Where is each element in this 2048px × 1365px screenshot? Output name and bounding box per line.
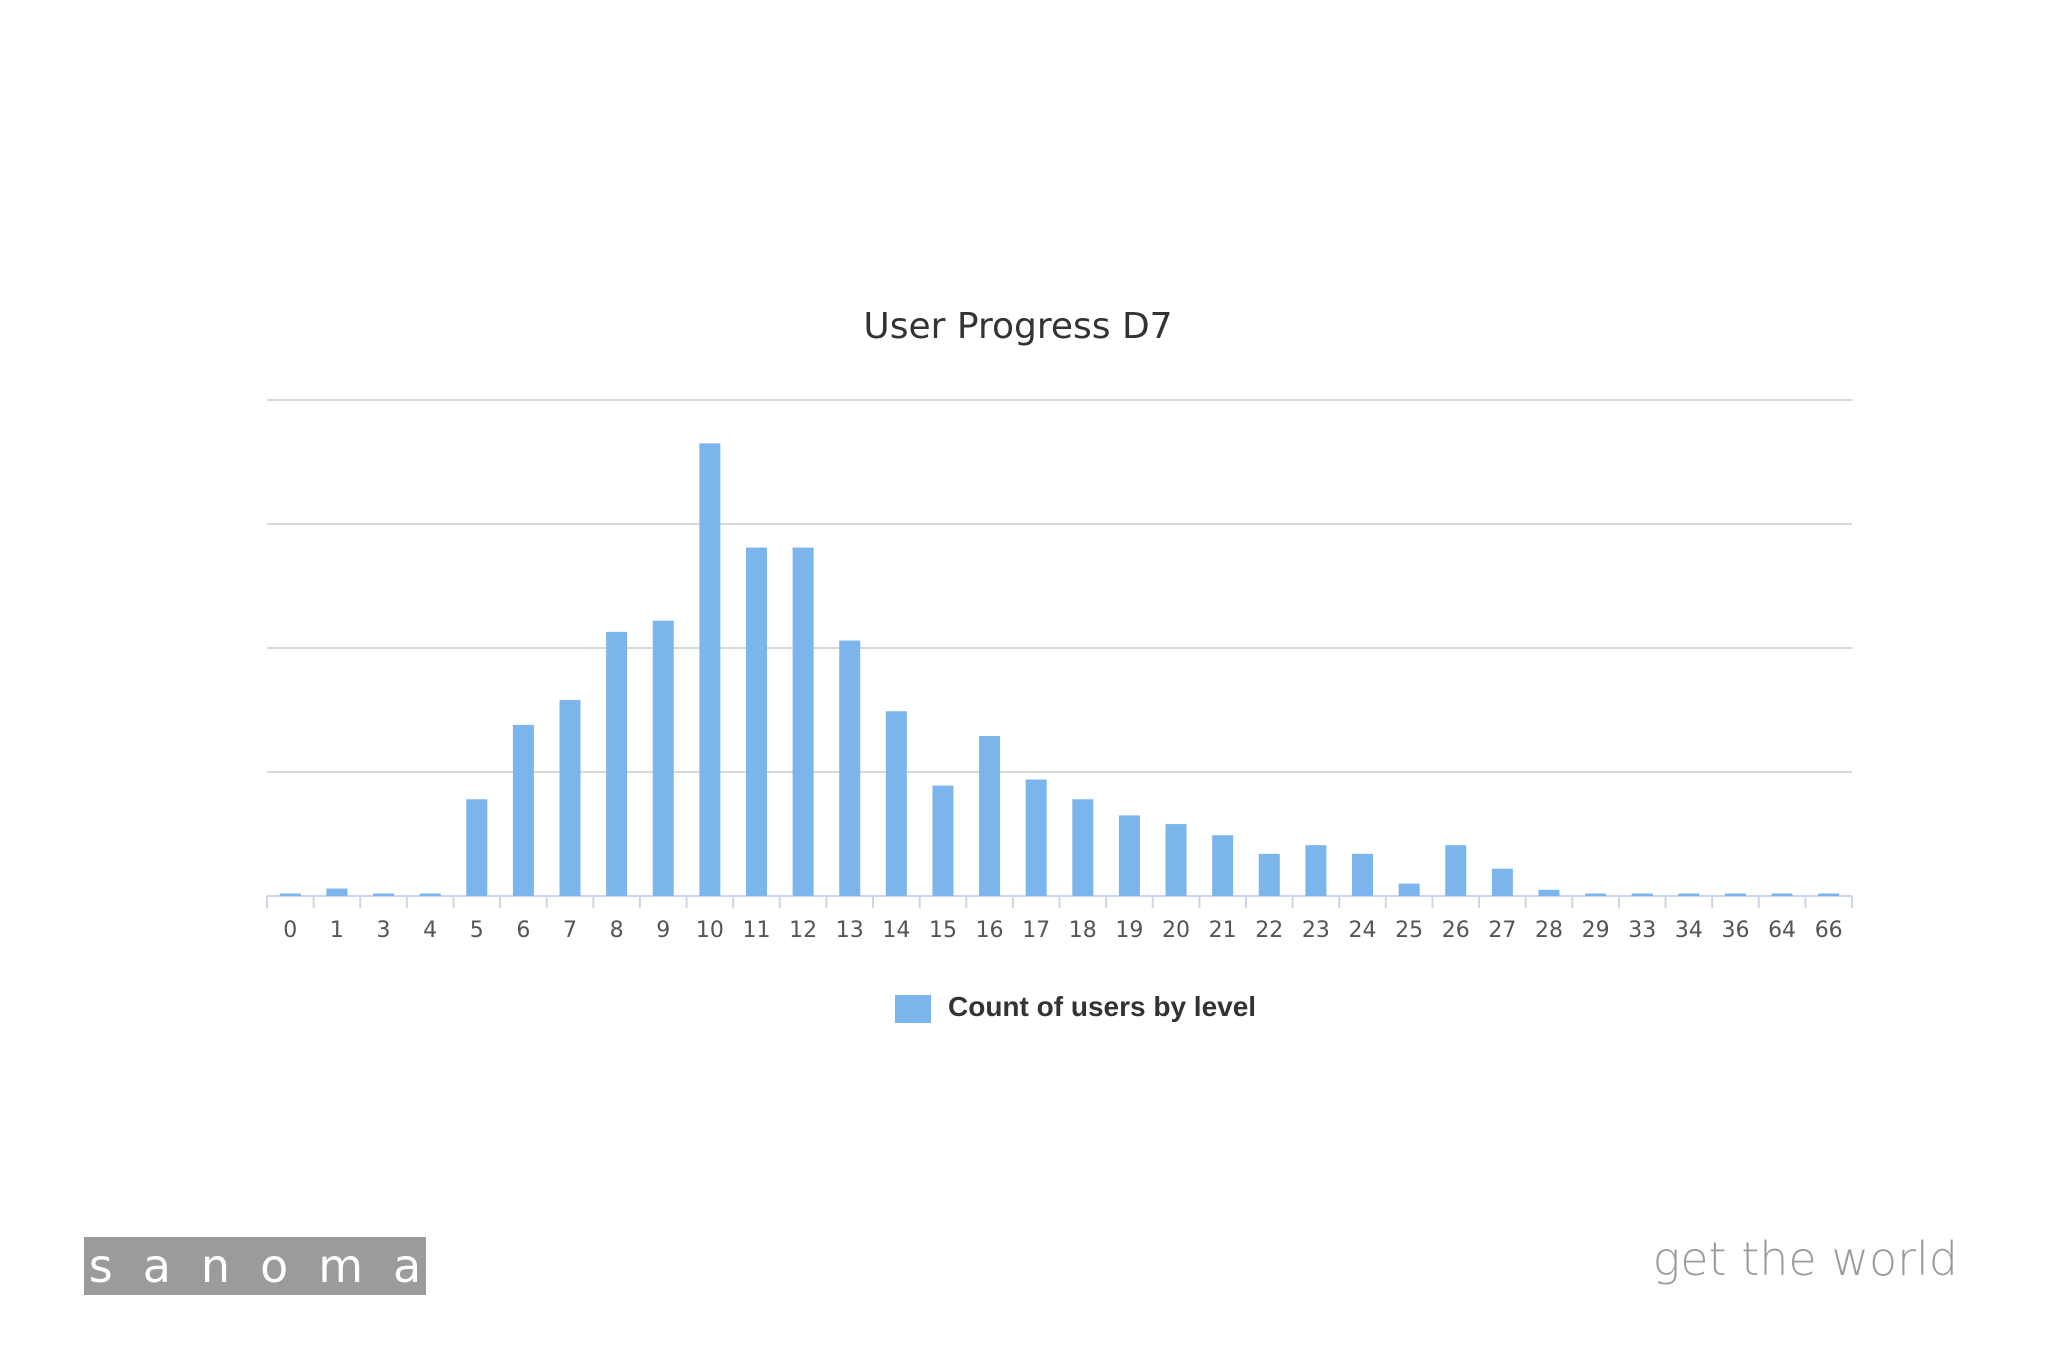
x-axis: 0 1 3 4 5 6 7 8 9 10 11 12 13 14 15 16 17 18 19 20 21 22 23 24 2… (266, 896, 1853, 943)
x-tick-label: 9 (656, 918, 670, 943)
bar-64[interactable] (1771, 893, 1793, 896)
x-tick-label: 33 (1628, 918, 1656, 943)
bar-18[interactable] (1072, 799, 1094, 896)
x-tick-label: 3 (377, 918, 391, 943)
logo-text: sanoma (88, 1239, 452, 1293)
x-tick-label: 19 (1115, 918, 1143, 943)
x-tick-label: 1 (330, 918, 344, 943)
bar-17[interactable] (1025, 779, 1047, 896)
x-tick-label: 18 (1069, 918, 1097, 943)
x-tick-label: 29 (1582, 918, 1610, 943)
bar-29[interactable] (1585, 893, 1607, 896)
x-tick-label: 27 (1488, 918, 1516, 943)
bar-20[interactable] (1165, 824, 1187, 896)
x-tick-label: 36 (1721, 918, 1749, 943)
x-tick-label: 14 (882, 918, 910, 943)
x-tick-label: 4 (423, 918, 437, 943)
bar-28[interactable] (1538, 889, 1560, 896)
bar-4[interactable] (419, 893, 441, 896)
bar-14[interactable] (885, 711, 907, 896)
x-tick-label: 20 (1162, 918, 1190, 943)
bar-6[interactable] (512, 724, 534, 896)
bar-12[interactable] (792, 547, 814, 896)
x-tick-label: 21 (1209, 918, 1237, 943)
x-tick-label: 24 (1349, 918, 1377, 943)
bar-27[interactable] (1491, 868, 1513, 896)
x-tick-label: 26 (1442, 918, 1470, 943)
legend-swatch[interactable] (895, 995, 931, 1023)
x-tick-label: 28 (1535, 918, 1563, 943)
x-tick-label: 7 (563, 918, 577, 943)
bar-7[interactable] (559, 700, 581, 896)
bar-16[interactable] (979, 736, 1001, 896)
bar-66[interactable] (1818, 893, 1840, 896)
bar-22[interactable] (1258, 853, 1280, 896)
bar-0[interactable] (279, 893, 301, 896)
x-tick-label: 25 (1395, 918, 1423, 943)
bar-34[interactable] (1678, 893, 1700, 896)
legend-label[interactable]: Count of users by level (948, 991, 1256, 1022)
x-tick-label: 12 (789, 918, 817, 943)
x-tick-label: 64 (1768, 918, 1796, 943)
x-tick-label: 16 (976, 918, 1004, 943)
chart-title: User Progress D7 (863, 306, 1172, 347)
x-tick-label: 0 (283, 918, 297, 943)
x-tick-label: 17 (1022, 918, 1050, 943)
x-tick-label: 10 (696, 918, 724, 943)
bar-33[interactable] (1631, 893, 1653, 896)
bar-21[interactable] (1212, 835, 1234, 896)
bar-5[interactable] (466, 799, 488, 896)
x-tick-label: 5 (470, 918, 484, 943)
x-tick-label: 22 (1255, 918, 1283, 943)
bar-9[interactable] (652, 620, 674, 896)
bar-25[interactable] (1398, 883, 1420, 896)
bar-23[interactable] (1305, 845, 1327, 896)
bar-36[interactable] (1724, 893, 1746, 896)
bar-1[interactable] (326, 888, 348, 896)
x-tick-label: 23 (1302, 918, 1330, 943)
x-tick-label: 66 (1815, 918, 1843, 943)
bar-11[interactable] (745, 547, 767, 896)
x-tick-label: 8 (610, 918, 624, 943)
bar-3[interactable] (373, 893, 395, 896)
bar-15[interactable] (932, 785, 954, 896)
x-tick-label: 6 (516, 918, 530, 943)
legend[interactable]: Count of users by level (895, 991, 1256, 1023)
bar-26[interactable] (1445, 845, 1467, 896)
bar-10[interactable] (699, 443, 721, 896)
bar-13[interactable] (839, 640, 861, 896)
tagline: get the world (1652, 1232, 1958, 1286)
bar-8[interactable] (606, 631, 628, 896)
x-tick-label: 34 (1675, 918, 1703, 943)
x-tick-label: 15 (929, 918, 957, 943)
gridlines (267, 399, 1852, 897)
bar-24[interactable] (1352, 853, 1374, 896)
bar-19[interactable] (1118, 815, 1140, 896)
x-tick-label: 13 (836, 918, 864, 943)
bars (279, 443, 1840, 896)
sanoma-logo: sanoma (84, 1237, 426, 1295)
x-tick-label: 11 (742, 918, 770, 943)
